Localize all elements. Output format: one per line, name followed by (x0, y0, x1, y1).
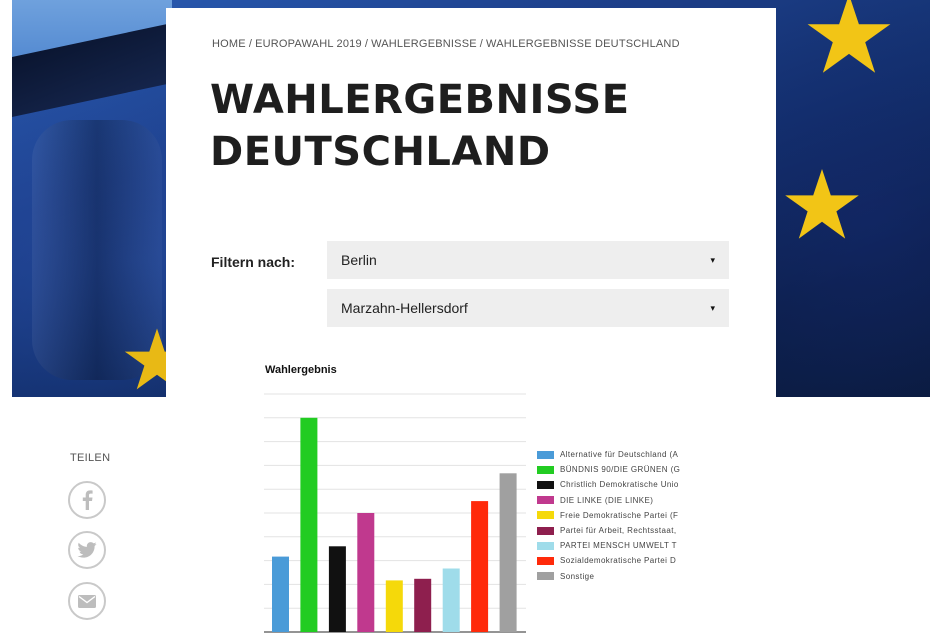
legend-item[interactable]: Christlich Demokratische Unio (537, 477, 693, 492)
legend-swatch (537, 465, 554, 474)
legend-swatch (537, 572, 554, 581)
results-bar-chart (264, 393, 526, 633)
breadcrumb: HOME / EUROPAWAHL 2019/WAHLERGEBNISSE / WAHL… (212, 38, 680, 50)
twitter-icon (77, 542, 97, 558)
legend-label: Freie Demokratische Partei (F (560, 510, 679, 520)
filter-label: Filtern nach: (211, 254, 296, 270)
legend-label: Christlich Demokratische Unio (560, 480, 679, 490)
chart-bar[interactable] (357, 513, 375, 632)
page-title: WAHLERGEBNISSE DEUTSCHLAND (210, 77, 630, 175)
legend-swatch (537, 556, 554, 565)
share-label: TEILEN (70, 452, 111, 464)
content-card: HOME / EUROPAWAHL 2019/WAHLERGEBNISSE / WAHL… (166, 8, 776, 398)
legend-item[interactable]: Sonstige (537, 569, 693, 584)
breadcrumb-current[interactable]: WAHLERGEBNISSE DEUTSCHLAND (486, 38, 680, 50)
chart-bar[interactable] (471, 501, 489, 632)
chart-bar[interactable] (300, 417, 318, 632)
legend-swatch (537, 496, 554, 505)
chevron-down-icon: ▾ (710, 254, 715, 265)
state-select[interactable]: Berlin ▾ (327, 241, 729, 279)
flag-star-icon (807, 0, 891, 73)
legend-label: Partei für Arbeit, Rechtsstaat, (560, 526, 677, 536)
state-select-value: Berlin (341, 252, 377, 268)
chart-bar[interactable] (414, 578, 432, 632)
chart-title: Wahlergebnis (265, 364, 337, 376)
chevron-down-icon: ▾ (710, 302, 715, 313)
legend-item[interactable]: PARTEI MENSCH UMWELT T (537, 538, 693, 553)
legend-label: PARTEI MENSCH UMWELT T (560, 541, 677, 551)
legend-swatch (537, 541, 554, 550)
chart-bar[interactable] (442, 568, 460, 633)
legend-label: Alternative für Deutschland (A (560, 450, 679, 460)
legend-label: Sozialdemokratische Partei D (560, 556, 677, 566)
district-select[interactable]: Marzahn-Hellersdorf ▾ (327, 289, 729, 327)
mail-icon (78, 594, 96, 608)
breadcrumb-home[interactable]: HOME (212, 38, 246, 50)
chart-bar[interactable] (499, 473, 517, 632)
chart-legend: Alternative für Deutschland (A BÜNDNIS 90… (537, 447, 693, 584)
legend-item[interactable]: DIE LINKE (DIE LINKE) (537, 493, 693, 508)
chart-bar[interactable] (272, 556, 289, 632)
share-facebook-button[interactable] (68, 481, 106, 519)
legend-swatch (537, 511, 554, 520)
legend-item[interactable]: Partei für Arbeit, Rechtsstaat, (537, 523, 693, 538)
district-select-value: Marzahn-Hellersdorf (341, 300, 468, 316)
legend-item[interactable]: Alternative für Deutschland (A (537, 447, 693, 462)
share-mail-button[interactable] (68, 582, 106, 620)
legend-label: Sonstige (560, 571, 595, 581)
breadcrumb-wahlergebnisse[interactable]: WAHLERGEBNISSE (371, 38, 477, 50)
flag-fold (32, 120, 162, 380)
legend-swatch (537, 450, 554, 459)
share-twitter-button[interactable] (68, 531, 106, 569)
legend-label: BÜNDNIS 90/DIE GRÜNEN (G (560, 465, 681, 475)
legend-item[interactable]: Sozialdemokratische Partei D (537, 553, 693, 568)
legend-swatch (537, 480, 554, 489)
breadcrumb-europawahl[interactable]: EUROPAWAHL 2019 (255, 38, 362, 50)
flag-star-icon (785, 169, 859, 239)
chart-bar[interactable] (385, 580, 403, 632)
legend-item[interactable]: Freie Demokratische Partei (F (537, 508, 693, 523)
legend-label: DIE LINKE (DIE LINKE) (560, 495, 654, 505)
flag-star-icon (124, 328, 190, 390)
legend-swatch (537, 526, 554, 535)
legend-item[interactable]: BÜNDNIS 90/DIE GRÜNEN (G (537, 462, 693, 477)
chart-bar[interactable] (328, 546, 346, 632)
facebook-icon (82, 490, 93, 510)
